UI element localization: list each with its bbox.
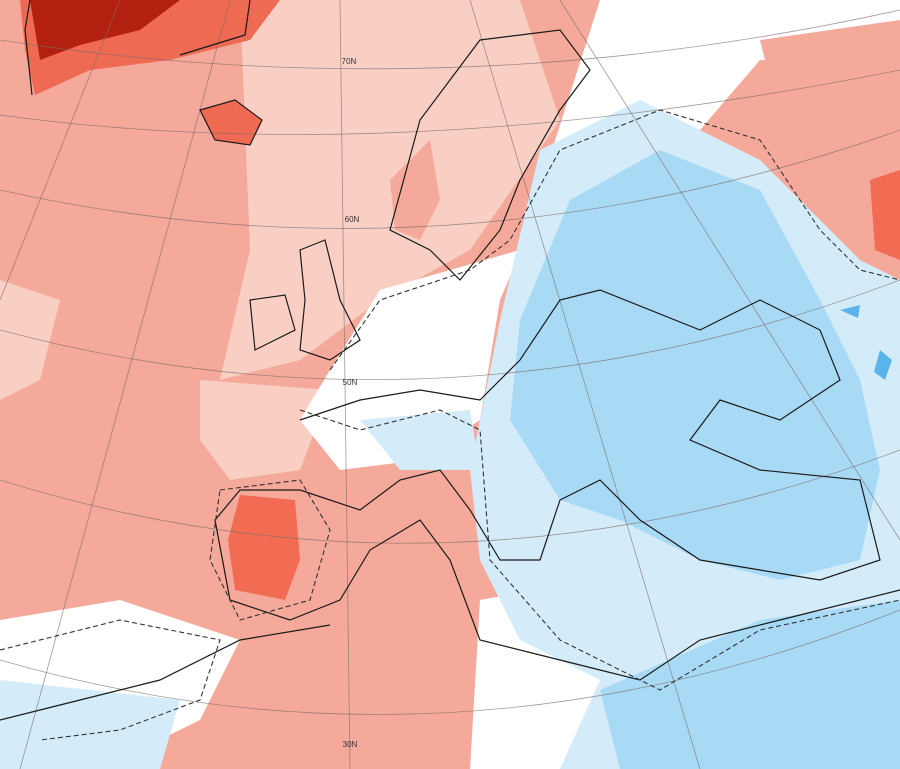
graticule bbox=[0, 129, 900, 229]
cold-zone-light bbox=[0, 680, 180, 769]
graticule bbox=[0, 69, 900, 135]
contour bbox=[0, 619, 221, 741]
coastline bbox=[0, 624, 331, 721]
pale-warm-zone bbox=[0, 280, 60, 400]
latitude-label: 30N bbox=[343, 740, 358, 749]
contour bbox=[299, 409, 900, 691]
graticule bbox=[559, 0, 900, 541]
latitude-label: 50N bbox=[343, 378, 358, 387]
pale-warm-zone bbox=[220, 0, 560, 380]
pale-warm-zone bbox=[200, 380, 330, 480]
latitude-label: 70N bbox=[342, 57, 357, 66]
graticule bbox=[0, 609, 900, 715]
cold-zone-mid bbox=[600, 600, 900, 769]
cold-spot bbox=[840, 305, 860, 318]
coastline bbox=[24, 0, 251, 96]
contour bbox=[329, 109, 900, 371]
coastline bbox=[249, 294, 296, 351]
warm-strong bbox=[228, 495, 300, 600]
graticule bbox=[339, 0, 351, 769]
graticule bbox=[469, 0, 701, 769]
neutral-zone bbox=[300, 0, 900, 470]
contour bbox=[209, 479, 331, 621]
coastline bbox=[299, 239, 361, 361]
warm-zone bbox=[760, 20, 900, 250]
warm-spot bbox=[870, 170, 900, 260]
graticule bbox=[0, 449, 900, 544]
latitude-label: 60N bbox=[345, 215, 360, 224]
graticule bbox=[0, 279, 900, 381]
graticule bbox=[0, 0, 121, 301]
graticule bbox=[19, 0, 231, 769]
warm-zone bbox=[390, 140, 440, 240]
coastline bbox=[214, 289, 900, 681]
warm-extreme bbox=[30, 0, 180, 60]
cold-spot bbox=[874, 350, 892, 380]
coastline bbox=[389, 29, 591, 281]
graticule bbox=[0, 9, 900, 70]
coastline bbox=[199, 99, 263, 146]
cold-zone-light bbox=[360, 410, 480, 470]
